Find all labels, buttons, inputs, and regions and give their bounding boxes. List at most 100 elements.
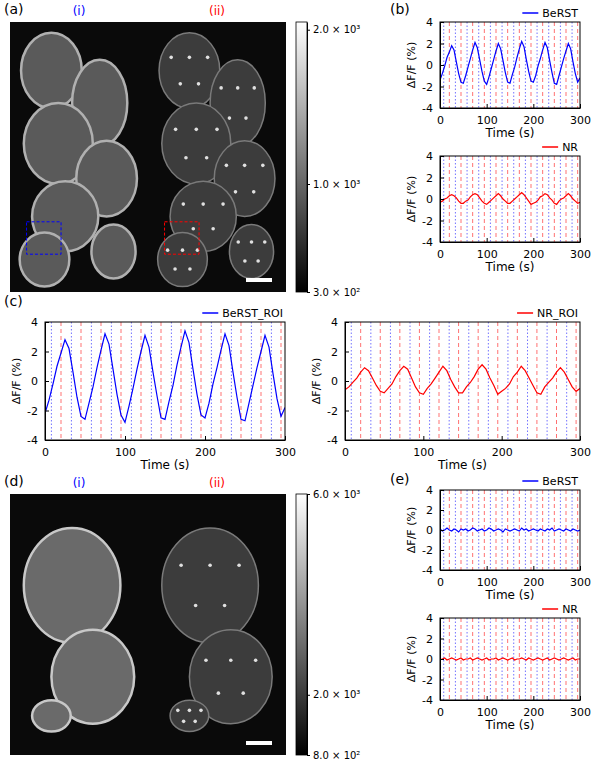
- cell-shape: [91, 225, 135, 279]
- tick-mark: [45, 352, 49, 353]
- event-line: [71, 322, 72, 440]
- puncta: [244, 116, 248, 120]
- subpanel-label: (i): [73, 476, 86, 490]
- tick-label: 6.0 × 10³: [313, 489, 360, 500]
- x-axis-title: Time (s): [437, 458, 487, 472]
- event-line: [496, 156, 497, 242]
- event-line: [537, 156, 538, 242]
- tick: 0: [426, 59, 444, 72]
- y-axis-title: ΔF/F (%): [10, 358, 23, 404]
- tick: 4: [331, 316, 349, 329]
- tick-mark: [205, 436, 206, 440]
- event-line: [542, 156, 543, 242]
- event-line: [458, 322, 459, 440]
- tick-mark: [440, 221, 444, 222]
- event-line: [478, 156, 479, 242]
- tick-label: 0: [437, 706, 444, 719]
- event-line: [231, 322, 232, 440]
- event-line: [548, 156, 549, 242]
- tick-mark: [423, 436, 424, 440]
- event-line: [497, 322, 498, 440]
- event-line: [241, 322, 242, 440]
- line-chart: 0100200300-4-2024Time (s)ΔF/F (%)NR_ROI: [310, 307, 591, 472]
- micrograph: [10, 494, 148, 755]
- tick-label: 4: [426, 16, 433, 29]
- tick: 6.0 × 10³: [307, 489, 360, 500]
- tick-mark: [487, 566, 488, 570]
- event-line: [455, 156, 456, 242]
- line-chart: 0100200300-4-2024Time (s)ΔF/F (%)BeRST: [405, 475, 591, 602]
- y-axis-title: ΔF/F (%): [405, 507, 418, 553]
- puncta: [263, 240, 267, 244]
- event-line: [472, 490, 473, 570]
- event-line: [566, 22, 567, 108]
- legend-label: BeRST: [542, 7, 578, 20]
- event-line: [547, 322, 548, 440]
- puncta: [193, 720, 197, 724]
- line-chart: 0100200300-4-2024Time (s)ΔF/F (%)BeRST_R…: [10, 307, 296, 472]
- puncta: [252, 190, 256, 194]
- tick: 0: [331, 375, 349, 388]
- data-line: [45, 331, 285, 422]
- tick: 4: [426, 484, 444, 497]
- legend-swatch: [522, 480, 538, 482]
- puncta: [241, 691, 245, 695]
- event-line: [399, 322, 400, 440]
- event-line: [517, 322, 518, 440]
- tick-mark: [345, 411, 349, 412]
- event-line: [449, 156, 450, 242]
- puncta: [261, 164, 265, 168]
- tick: 2: [426, 38, 444, 51]
- x-axis: 0100200300: [437, 696, 591, 719]
- tick-label: 2: [31, 346, 38, 359]
- tick-mark: [440, 178, 444, 179]
- puncta: [211, 227, 215, 231]
- event-line: [554, 22, 555, 108]
- tick-label: 300: [275, 446, 296, 459]
- data-line: [345, 365, 580, 395]
- tick-label: 0: [437, 248, 444, 261]
- data-line: [440, 193, 580, 205]
- tick-mark: [125, 436, 126, 440]
- puncta: [205, 156, 209, 160]
- event-line: [490, 490, 491, 570]
- tick: 2: [31, 346, 49, 359]
- tick-label: -4: [422, 236, 433, 249]
- tick-label: -2: [27, 405, 38, 418]
- event-line: [101, 322, 102, 440]
- figure: (i)(ii)3.0 × 10²1.0 × 10³2.0 × 10³(a)010…: [0, 0, 597, 763]
- tick-label: -2: [327, 405, 338, 418]
- event-line: [525, 22, 526, 108]
- puncta: [169, 56, 173, 60]
- tick-mark: [440, 87, 444, 88]
- tick-mark: [440, 680, 444, 681]
- tick-label: 1.0 × 10³: [313, 179, 360, 190]
- event-line: [439, 322, 440, 440]
- tick: -4: [422, 102, 444, 115]
- tick: 100: [477, 566, 498, 589]
- plot-area: [440, 618, 580, 700]
- legend-swatch: [542, 608, 558, 610]
- tick-label: -2: [422, 81, 433, 94]
- tick-label: 8.0 × 10²: [313, 750, 360, 761]
- event-line: [566, 322, 567, 440]
- event-line: [455, 22, 456, 108]
- y-axis: -4-2024: [327, 316, 349, 447]
- tick-label: 200: [492, 446, 513, 459]
- tick-label: 4: [426, 612, 433, 625]
- puncta: [225, 164, 229, 168]
- tick-mark: [440, 199, 444, 200]
- event-line: [496, 22, 497, 108]
- tick: 2: [426, 172, 444, 185]
- tick-label: 0: [31, 375, 38, 388]
- tick-label: 2: [426, 172, 433, 185]
- tick-mark: [440, 510, 444, 511]
- tick-label: 300: [570, 706, 591, 719]
- tick-label: -4: [327, 434, 338, 447]
- tick: -2: [422, 544, 444, 557]
- event-line: [542, 618, 543, 700]
- tick: 200: [523, 566, 544, 589]
- tick: 3.0 × 10²: [307, 287, 360, 298]
- event-line: [490, 156, 491, 242]
- puncta: [195, 128, 199, 132]
